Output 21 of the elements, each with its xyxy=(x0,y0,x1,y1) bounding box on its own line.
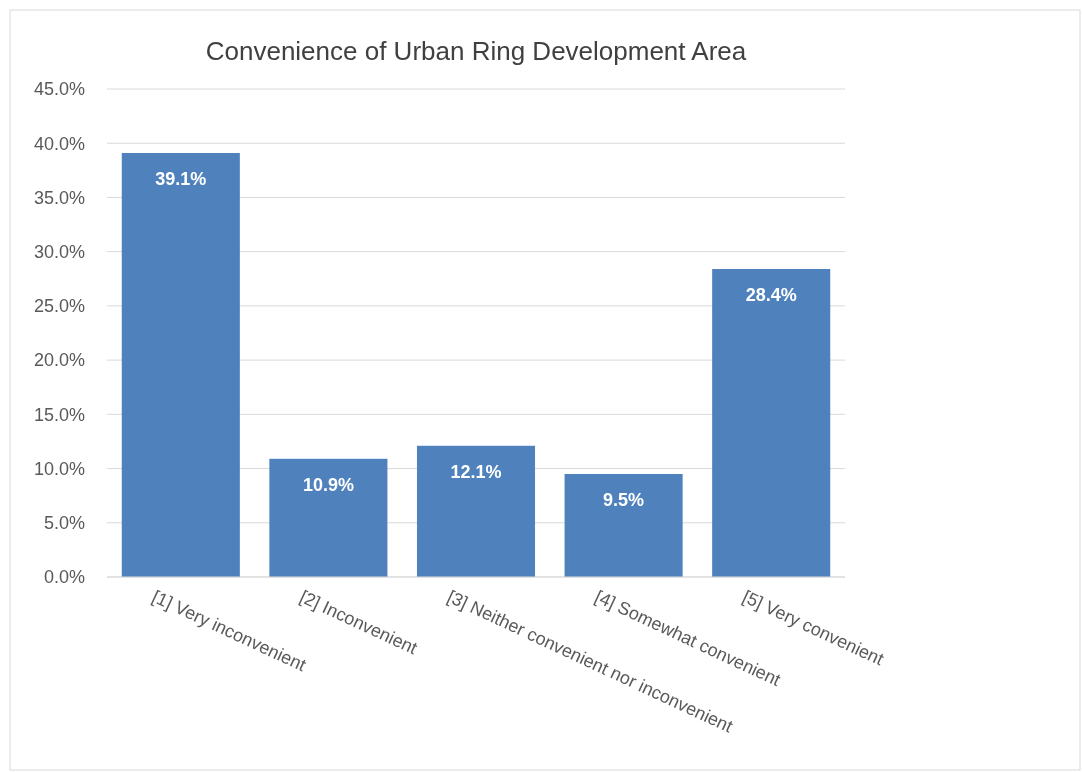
y-tick-label: 25.0% xyxy=(33,296,85,317)
y-tick-label: 40.0% xyxy=(33,133,85,154)
data-label: 28.4% xyxy=(745,285,797,306)
bar xyxy=(564,473,683,577)
y-tick-label: 20.0% xyxy=(33,350,85,371)
bar xyxy=(269,458,388,577)
data-label: 9.5% xyxy=(603,489,645,510)
bar xyxy=(712,269,831,577)
y-tick-label: 10.0% xyxy=(33,458,85,479)
y-tick-label: 15.0% xyxy=(33,404,85,425)
bar xyxy=(121,152,240,577)
y-tick-label: 30.0% xyxy=(33,241,85,262)
data-label: 10.9% xyxy=(302,474,354,495)
chart-title: Convenience of Urban Ring Development Area xyxy=(205,36,747,66)
data-label: 39.1% xyxy=(155,168,207,189)
data-label: 12.1% xyxy=(450,461,502,482)
bar xyxy=(416,445,536,577)
y-tick-label: 5.0% xyxy=(43,513,85,534)
y-tick-label: 35.0% xyxy=(33,187,85,208)
y-tick-label: 45.0% xyxy=(33,79,85,100)
y-tick-label: 0.0% xyxy=(43,567,85,588)
